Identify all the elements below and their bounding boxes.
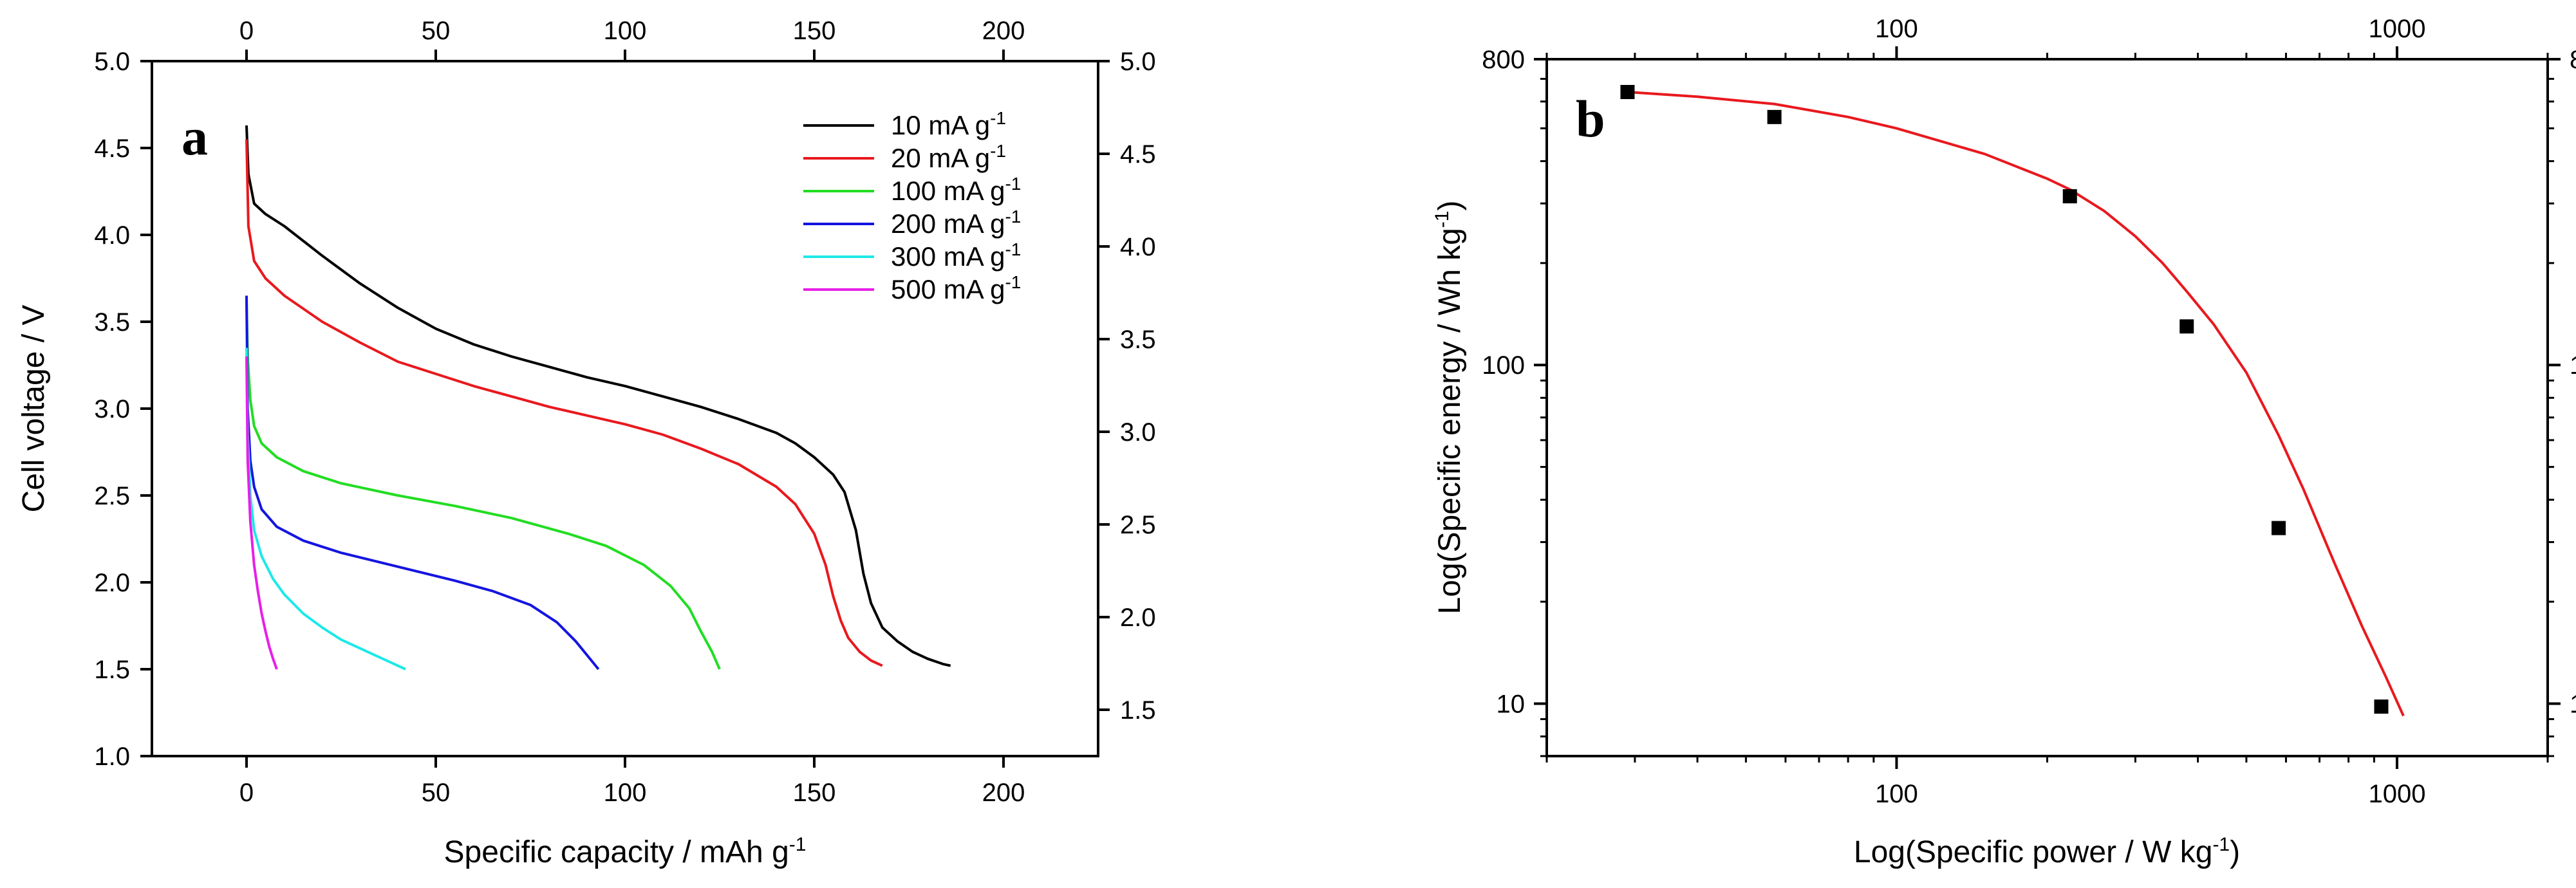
chart-a-y-tick-label: 3.0 [94, 395, 130, 423]
chart-a: 0 0 50 50 100 100 150 150 200 200 1.0 1.5 2.0 2.5 3.0 3… [17, 17, 1156, 869]
chart-a-right-y-tick-label: 2.5 [1120, 511, 1156, 539]
chart-a-legend-text: 20 mA g [891, 143, 990, 173]
chart-a-x-axis-label: Specific capacity / mAh g-1 [444, 834, 807, 869]
chart-b-right-y-tick-label: 10 [2570, 690, 2576, 718]
chart-a-legend-label-5: 500 mA g-1 [891, 272, 1021, 304]
chart-a-legend-sup: -1 [990, 141, 1006, 161]
chart-a-y-tick-label: 4.5 [94, 134, 130, 163]
chart-a-x-tick-label: 0 [239, 779, 254, 807]
chart-a-y-tick-label: 4.0 [94, 221, 130, 250]
chart-b-right-y-tick-label: 100 [2570, 351, 2576, 380]
chart-b-fit-group [1627, 91, 2405, 717]
chart-a-top-x-tick-label: 50 [422, 17, 451, 45]
chart-a-y-tick-label: 5.0 [94, 48, 130, 76]
chart-a-series-line-2 [245, 301, 721, 670]
chart-b-ticks: 100 100 1000 1000 10 10 100 100 800 800 [1482, 15, 2576, 808]
chart-a-series-line-0 [245, 125, 951, 667]
chart-a-legend-sup: -1 [1005, 239, 1021, 259]
chart-a-y-tick-label: 2.0 [94, 569, 130, 597]
chart-a-legend-label-4: 300 mA g-1 [891, 239, 1021, 272]
chart-a-x-tick-label: 200 [982, 779, 1025, 807]
chart-b-y-tick-label: 100 [1482, 351, 1525, 380]
chart-a-series-line-5 [245, 356, 278, 670]
chart-a-legend-label-2: 100 mA g-1 [891, 174, 1021, 206]
chart-a-series-line-1 [245, 139, 883, 667]
chart-b: 100 100 1000 1000 10 10 100 100 800 800 b Log(Spe… [1432, 15, 2576, 869]
chart-a-legend-text: 500 mA g [891, 274, 1005, 304]
chart-b-point-4 [2272, 521, 2286, 535]
chart-a-right-y-tick-label: 4.0 [1120, 233, 1156, 261]
chart-a-y-tick-label: 1.0 [94, 743, 130, 771]
chart-b-x-tick-label: 1000 [2368, 780, 2425, 808]
chart-a-right-y-tick-label: 2.0 [1120, 604, 1156, 632]
chart-a-legend-label-1: 20 mA g-1 [891, 141, 1006, 173]
chart-a-right-y-tick-label: 4.5 [1120, 140, 1156, 169]
chart-b-fit-line [1627, 91, 2405, 717]
chart-a-top-x-tick-label: 100 [604, 17, 647, 45]
chart-a-legend-text: 100 mA g [891, 176, 1005, 206]
chart-a-panel-label: a [182, 107, 208, 166]
chart-b-plot-frame [1545, 58, 2549, 757]
chart-a-series-line-3 [245, 295, 600, 671]
chart-a-right-y-tick-label: 3.5 [1120, 326, 1156, 354]
chart-a-series-line-4 [245, 347, 406, 671]
chart-a-ticks: 0 0 50 50 100 100 150 150 200 200 1.0 1.5 2.0 2.5 3.0 3… [94, 17, 1155, 807]
chart-b-top-x-tick-label: 100 [1875, 15, 1918, 43]
chart-a-top-x-tick-label: 0 [239, 17, 254, 45]
chart-b-point-0 [1620, 84, 1635, 99]
chart-a-legend-text: 300 mA g [891, 241, 1005, 272]
chart-b-points-group [1620, 84, 2389, 714]
chart-a-y-tick-label: 2.5 [94, 482, 130, 510]
chart-a-y-axis-label: Cell voltage / V [17, 305, 51, 513]
chart-b-point-3 [2179, 319, 2194, 334]
chart-a-legend-text: 10 mA g [891, 110, 990, 140]
chart-b-panel-label: b [1576, 89, 1605, 148]
chart-b-point-5 [2374, 699, 2389, 714]
chart-a-right-y-tick-label: 3.0 [1120, 418, 1156, 447]
chart-b-y-axis-label: Log(Specific energy / Wh kg-1) [1432, 201, 1467, 615]
chart-a-legend-sup: -1 [1005, 207, 1021, 227]
chart-a-legend-label-0: 10 mA g-1 [891, 108, 1006, 140]
chart-b-x-axis-label: Log(Specific power / W kg-1) [1854, 834, 2240, 869]
chart-a-x-tick-label: 50 [422, 779, 451, 807]
chart-a-x-tick-label: 100 [604, 779, 647, 807]
chart-a-right-y-tick-label: 5.0 [1120, 48, 1156, 76]
chart-a-legend-sup: -1 [1005, 272, 1021, 292]
chart-b-point-1 [1767, 109, 1782, 124]
chart-a-series-group [245, 125, 951, 671]
chart-a-y-tick-label: 1.5 [94, 656, 130, 684]
chart-b-y-tick-label: 800 [1482, 46, 1525, 74]
chart-a-top-x-tick-label: 200 [982, 17, 1025, 45]
chart-a-right-y-tick-label: 1.5 [1120, 696, 1156, 725]
chart-b-y-tick-label: 10 [1497, 690, 1526, 718]
chart-b-top-x-tick-label: 1000 [2368, 15, 2425, 43]
chart-b-point-2 [2062, 189, 2077, 204]
chart-a-y-tick-label: 3.5 [94, 308, 130, 337]
chart-a-x-tick-label: 150 [793, 779, 836, 807]
chart-a-legend-label-3: 200 mA g-1 [891, 207, 1021, 239]
chart-a-legend-text: 200 mA g [891, 208, 1005, 239]
chart-a-legend-sup: -1 [1005, 174, 1021, 194]
chart-a-legend-sup: -1 [990, 108, 1006, 128]
chart-b-x-tick-label: 100 [1875, 780, 1918, 808]
chart-b-right-y-tick-label: 800 [2570, 46, 2576, 74]
chart-a-top-x-tick-label: 150 [793, 17, 836, 45]
